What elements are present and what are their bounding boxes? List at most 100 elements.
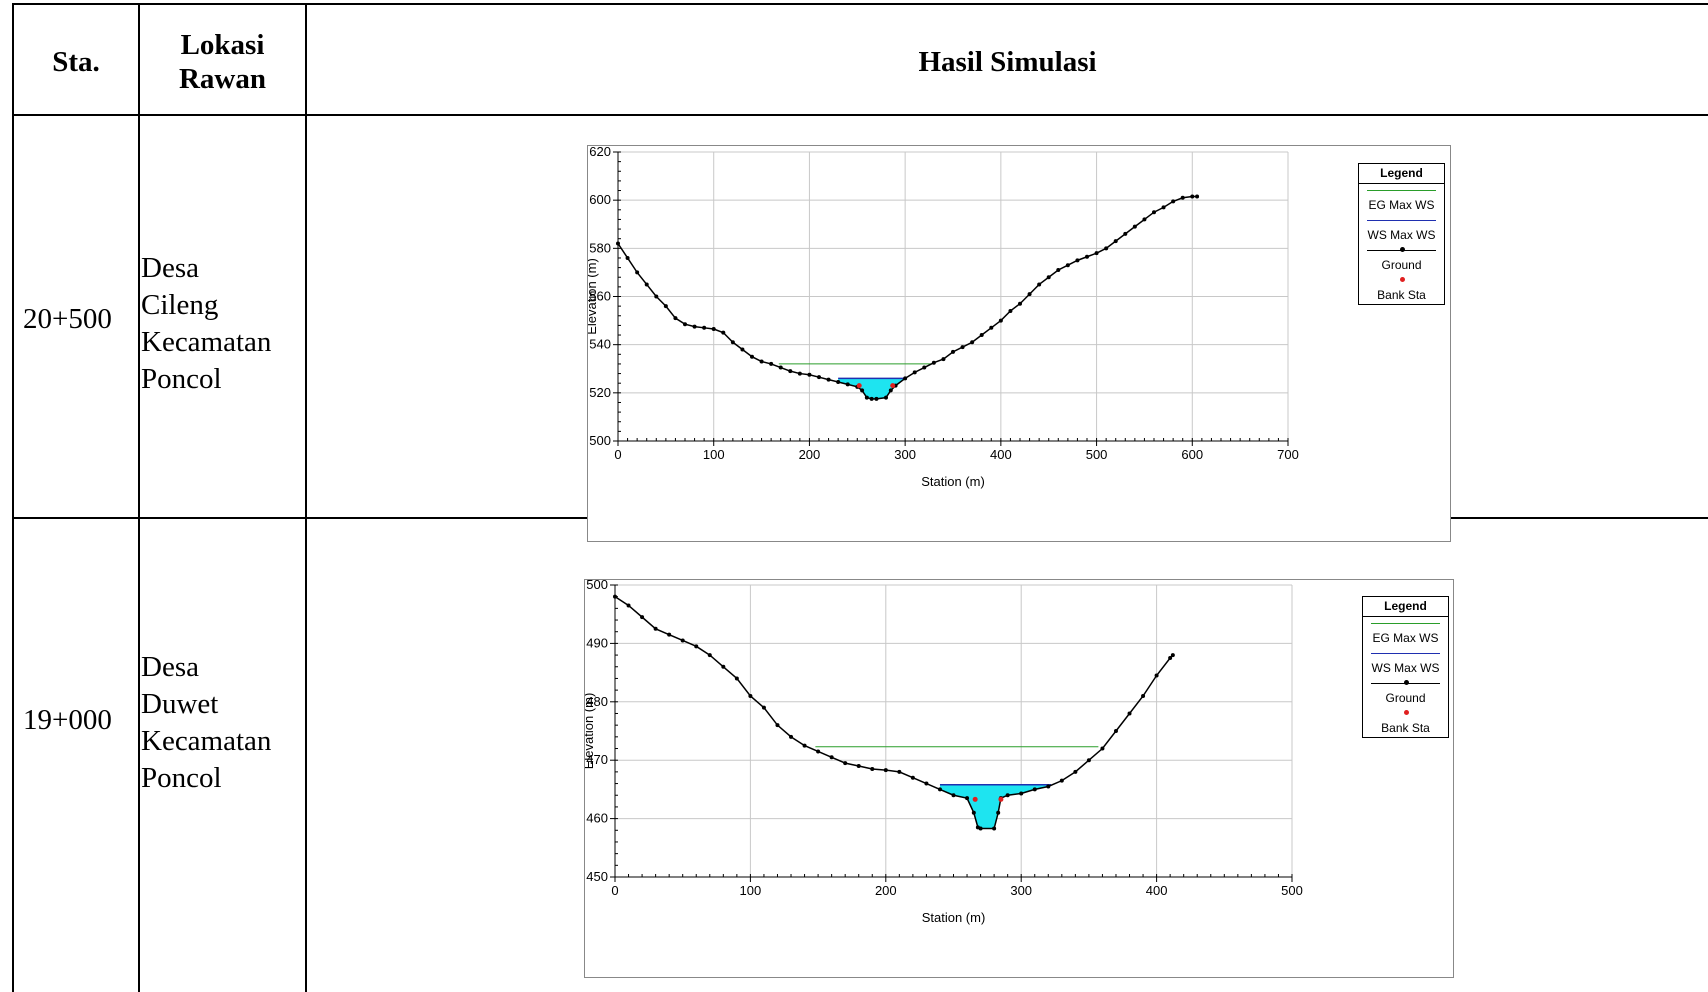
ground-point (635, 270, 640, 275)
ground-point (797, 371, 802, 376)
ground-point (912, 370, 917, 375)
legend-swatch-eg (1361, 184, 1442, 196)
ground-point (711, 327, 716, 332)
ground-point (1008, 308, 1013, 313)
y-tick-label: 450 (586, 869, 608, 884)
ground-point (1046, 275, 1051, 280)
ground-point (989, 325, 994, 330)
ground-point (1161, 205, 1166, 210)
chart-1-legend: Legend EG Max WS WS Max WS Ground Bank S… (1358, 163, 1445, 305)
ground-point (789, 734, 794, 739)
row1-lokasi-line: Desa (141, 252, 199, 284)
ground-point (924, 781, 929, 786)
chart-2-legend: Legend EG Max WS WS Max WS Ground Bank S… (1362, 596, 1449, 738)
ground-point (1154, 673, 1159, 678)
header-lokasi-line1: Lokasi (180, 29, 265, 61)
legend-label-eg: EG Max WS (1368, 198, 1435, 212)
legend-label-bank: Bank Sta (1377, 288, 1426, 302)
row1-lokasi-line: Poncol (141, 363, 222, 395)
ground-point (707, 653, 712, 658)
row2-lokasi-line: Duwet (141, 688, 219, 720)
legend-swatch-ws (1361, 214, 1442, 226)
legend-swatch-bank (1361, 274, 1442, 286)
legend-swatch-bank (1365, 707, 1446, 719)
legend-item-ground: Ground (1363, 677, 1448, 707)
row1-lokasi: Desa Cileng Kecamatan Poncol (141, 250, 271, 398)
ground-point (807, 372, 812, 377)
row2-lokasi-line: Poncol (141, 762, 222, 794)
header-hasil-simulasi: Hasil Simulasi (918, 46, 1097, 78)
ground-point (874, 396, 879, 401)
ground-point (1018, 301, 1022, 306)
ground-point (1085, 254, 1089, 259)
legend-swatch-ground (1365, 677, 1446, 689)
ground-point (730, 340, 735, 345)
ground-point (626, 603, 631, 608)
ground-point (1180, 195, 1185, 200)
chart-1-svg: 0 100 200 300 400 500 600 700 500 520 540 560 580 600… (588, 146, 1299, 489)
ground-point (965, 796, 970, 801)
ground-point (721, 664, 726, 669)
ground-point (1056, 268, 1061, 273)
x-tick-label: 600 (1181, 447, 1203, 462)
ground-point (960, 345, 965, 350)
table-border-top (12, 3, 1708, 5)
ground-point (761, 705, 766, 710)
ground-point (1132, 224, 1137, 229)
ground-point (836, 379, 841, 384)
cross-section-chart-1: 0 100 200 300 400 500 600 700 500 520 540 560 580 600… (587, 145, 1451, 542)
x-tick-label: 100 (740, 883, 762, 898)
ground-point (1075, 258, 1080, 263)
ground-point (673, 316, 678, 321)
x-tick-label: 0 (611, 883, 618, 898)
x-tick-label: 300 (894, 447, 916, 462)
ground-point (653, 626, 658, 631)
ground-point (1170, 653, 1175, 658)
ground-point (941, 357, 946, 362)
legend-label-ws: WS Max WS (1367, 228, 1436, 242)
water-area (838, 378, 906, 399)
ground-point (978, 826, 983, 831)
row2-lokasi-line: Kecamatan (141, 725, 272, 757)
ground-point (843, 761, 848, 766)
ground-point (992, 826, 997, 831)
ground-point (1019, 791, 1024, 796)
y-tick-label: 560 (589, 289, 611, 304)
ground-point (1142, 217, 1147, 222)
ground-point (740, 347, 745, 352)
row1-lokasi-line: Kecamatan (141, 326, 272, 358)
ground-point (1152, 210, 1156, 215)
row1-sta: 20+500 (23, 303, 112, 335)
legend-title: Legend (1363, 597, 1448, 617)
y-tick-label: 600 (589, 192, 611, 207)
y-tick-label: 620 (589, 146, 611, 159)
ground-point (1104, 246, 1109, 251)
water-area (939, 784, 1051, 829)
row2-lokasi-line: Desa (141, 651, 199, 683)
ground-point (1141, 693, 1146, 698)
y-tick-label: 490 (586, 635, 608, 650)
legend-item-ground: Ground (1359, 244, 1444, 274)
ground-point (816, 749, 821, 754)
x-tick-label: 100 (703, 447, 725, 462)
ground-point (750, 354, 754, 359)
bank-sta-point (856, 383, 862, 389)
ground-point (625, 255, 630, 260)
header-lokasi-line2: Rawan (178, 63, 266, 95)
ground-point (680, 638, 685, 643)
ground-point (1113, 729, 1118, 733)
ground-point (1046, 784, 1051, 789)
ground-point (1005, 793, 1010, 798)
ground-point (613, 594, 617, 599)
legend-swatch-ground (1361, 244, 1442, 256)
ground-point (1032, 787, 1037, 792)
header-lokasi-rawan: Lokasi Rawan (140, 28, 305, 96)
ground-point (721, 330, 726, 335)
bank-sta-point (890, 383, 896, 389)
x-tick-label: 500 (1086, 447, 1108, 462)
ground-point (1168, 656, 1173, 660)
ground-point (897, 769, 902, 774)
ground-point (996, 810, 1001, 815)
ground-point (1065, 263, 1070, 268)
ground-point (860, 388, 865, 393)
